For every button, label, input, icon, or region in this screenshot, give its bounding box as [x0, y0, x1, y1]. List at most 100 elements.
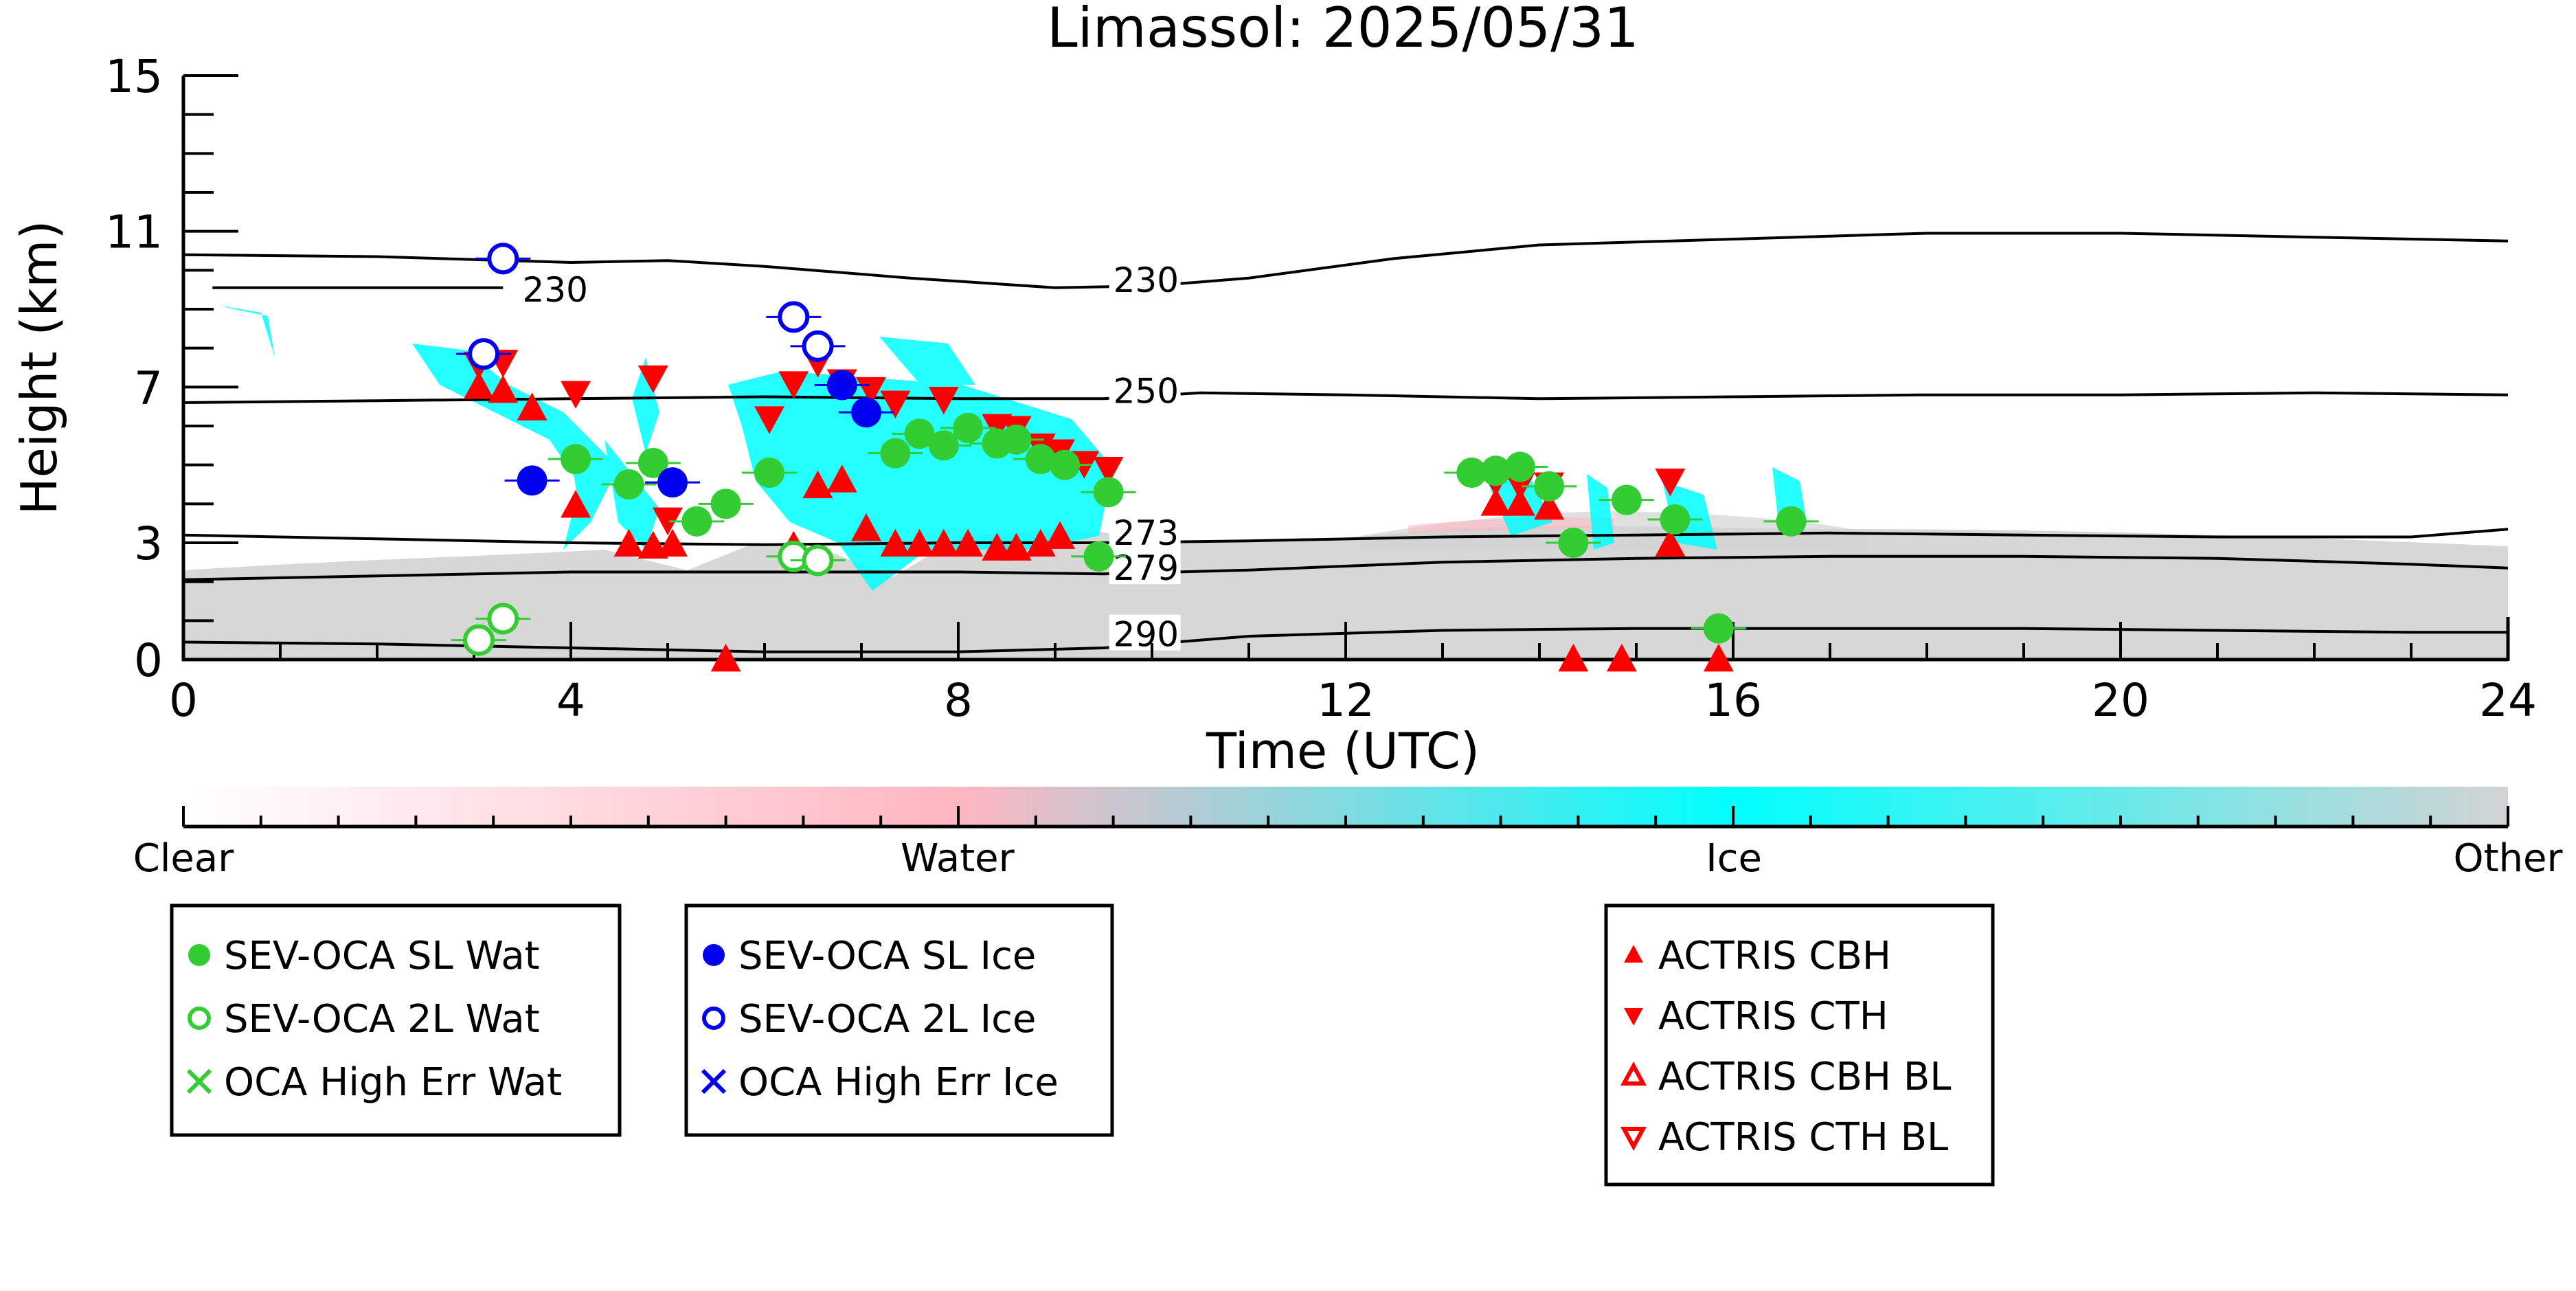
y-tick-label: 11 [105, 206, 163, 259]
legend-marker [188, 944, 210, 966]
data-point [1558, 528, 1589, 558]
legend-label: ACTRIS CTH BL [1658, 1115, 1948, 1160]
y-axis-ticks: 0 3 7 11 15 [105, 50, 238, 687]
data-point [953, 412, 984, 443]
legend-marker [703, 944, 725, 966]
data-point [1660, 504, 1691, 535]
colorbar-labels: Clear Water Ice Other [133, 836, 2564, 881]
legend-marker [1620, 1126, 1647, 1151]
data-point [1025, 528, 1056, 557]
data-point [1611, 484, 1642, 515]
data-point [561, 444, 591, 475]
legends: SEV-OCA SL Wat SEV-OCA 2L Wat OCA High Err… [170, 903, 1995, 1187]
isotherm-label: 279 [1114, 548, 1179, 588]
x-tick-label: 8 [944, 674, 973, 727]
data-point [778, 301, 810, 333]
data-point [1504, 488, 1535, 516]
data-point [681, 506, 712, 537]
data-point [826, 464, 857, 493]
data-point [1083, 541, 1114, 572]
legend-marker [1624, 1007, 1643, 1026]
other-class-region [183, 526, 2508, 660]
legend-marker [1624, 945, 1643, 963]
isotherm-line [183, 391, 2509, 404]
legend-box: SEV-OCA SL Ice SEV-OCA 2L Ice OCA High Err… [684, 903, 1114, 1137]
isotherm-label-bg [1109, 614, 1181, 651]
data-point [904, 418, 935, 449]
data-point [517, 465, 547, 496]
data-point [802, 544, 834, 576]
data-point [463, 624, 495, 656]
data-point [880, 438, 911, 469]
legend-marker [188, 1007, 211, 1030]
data-point [1703, 643, 1734, 672]
data-point [1093, 457, 1124, 485]
isotherm-label: 273 [1114, 513, 1179, 553]
data-point [637, 365, 668, 394]
data-point [1001, 424, 1032, 455]
y-tick-label: 3 [134, 517, 163, 570]
data-point [517, 392, 547, 420]
data-point [754, 406, 785, 434]
legend-label: ACTRIS CBH [1658, 934, 1891, 978]
legend-marker-stroke [186, 1068, 212, 1094]
data-point [1606, 643, 1637, 672]
colorbar-ticks [182, 806, 2509, 827]
data-point [657, 467, 688, 498]
data-point [1025, 444, 1056, 475]
data-point [561, 381, 591, 409]
data-point [1480, 456, 1511, 486]
data-point [657, 528, 688, 557]
legend-frame [1604, 903, 1995, 1187]
isotherm-line [183, 528, 2509, 546]
legend-label: ACTRIS CBH BL [1658, 1055, 1951, 1099]
legend-marker [701, 1068, 727, 1094]
data-point [982, 532, 1013, 561]
data-point [928, 387, 959, 415]
data-point [856, 377, 887, 405]
x-tick-label: 16 [1704, 674, 1762, 727]
legend-label: OCA High Err Ice [738, 1060, 1059, 1105]
x-tick-label: 20 [2092, 674, 2149, 727]
data-point [487, 243, 519, 275]
legend-box: SEV-OCA SL Wat SEV-OCA 2L Wat OCA High Err… [170, 903, 622, 1137]
isotherm-label: 250 [1114, 371, 1179, 411]
legend-label: SEV-OCA 2L Wat [224, 997, 540, 1042]
data-point [928, 528, 959, 557]
data-point [1045, 521, 1076, 549]
legend-label: SEV-OCA SL Ice [738, 934, 1036, 978]
data-point [1655, 469, 1686, 497]
isotherm-label-bg [1109, 548, 1181, 585]
isotherm-label: 230 [1114, 260, 1179, 300]
x-tick-label: 24 [2479, 674, 2537, 727]
data-point [488, 374, 519, 403]
x-axis-label: Time (UTC) [1206, 722, 1480, 780]
x-axis-ticks: 0 4 8 12 16 20 24 [169, 622, 2537, 727]
legend-frame [684, 903, 1114, 1137]
y-tick-label: 0 [134, 634, 163, 687]
data-point [953, 528, 984, 557]
isotherm-label-bg [1109, 513, 1181, 550]
data-point [904, 528, 935, 557]
legend-label: SEV-OCA SL Wat [224, 934, 540, 978]
data-point [851, 397, 882, 428]
data-point [561, 490, 591, 518]
data-point [1093, 477, 1124, 508]
data-point [1776, 506, 1807, 537]
legend-label: ACTRIS CTH [1658, 994, 1888, 1039]
data-point [802, 330, 834, 362]
y-axis-label: Height (km) [10, 221, 68, 515]
legend-label: SEV-OCA 2L Ice [738, 997, 1036, 1042]
isotherm-label-bg [518, 270, 590, 306]
data-point [1534, 471, 1565, 502]
data-point [1655, 528, 1686, 557]
colorbar-label: Other [2453, 836, 2563, 881]
data-point [1534, 491, 1565, 520]
data-point [613, 469, 644, 499]
legend-frame [170, 903, 622, 1137]
data-point [1558, 643, 1589, 672]
legend-marker-stroke [701, 1068, 727, 1094]
